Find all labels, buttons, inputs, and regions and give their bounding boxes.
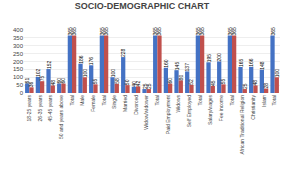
svg-text:60: 60 — [60, 78, 66, 84]
svg-text:75: 75 — [39, 75, 45, 81]
svg-text:365: 365 — [195, 27, 201, 36]
svg-text:137: 137 — [184, 63, 190, 72]
svg-text:100: 100 — [110, 69, 116, 78]
svg-text:200: 200 — [13, 59, 24, 65]
svg-text:SOCIO-DEMOGRAPHIC CHART: SOCIO-DEMOGRAPHIC CHART — [75, 1, 210, 11]
svg-text:36: 36 — [28, 82, 34, 88]
svg-text:Fee income: Fee income — [218, 95, 224, 121]
svg-text:Married: Married — [122, 95, 128, 112]
svg-text:80: 80 — [178, 75, 184, 81]
svg-text:28: 28 — [263, 83, 269, 89]
svg-text:100: 100 — [13, 74, 24, 80]
svg-text:102: 102 — [35, 68, 41, 77]
svg-text:186: 186 — [78, 55, 84, 64]
svg-text:Widow/widower: Widow/widower — [143, 95, 149, 130]
svg-text:0: 0 — [20, 90, 24, 96]
svg-text:300: 300 — [13, 43, 24, 49]
svg-text:365: 365 — [67, 27, 73, 36]
svg-text:365: 365 — [99, 27, 105, 36]
svg-text:25: 25 — [242, 83, 248, 89]
svg-text:365: 365 — [71, 27, 77, 36]
svg-text:Divorced: Divorced — [133, 95, 139, 115]
svg-text:148: 148 — [259, 61, 265, 70]
svg-text:58: 58 — [114, 78, 120, 84]
svg-text:60: 60 — [167, 78, 173, 84]
svg-text:50: 50 — [124, 79, 130, 85]
svg-text:228: 228 — [120, 49, 126, 58]
svg-text:Total: Total — [101, 95, 107, 106]
svg-text:200: 200 — [216, 53, 222, 62]
svg-text:Islam: Islam — [261, 95, 267, 107]
svg-text:African Traditional Religion: African Traditional Religion — [239, 95, 245, 155]
svg-text:40: 40 — [131, 81, 137, 87]
svg-text:26-35 years: 26-35 years — [37, 95, 43, 122]
svg-text:45: 45 — [210, 80, 216, 86]
svg-text:Total: Total — [69, 95, 75, 106]
svg-text:50: 50 — [16, 82, 23, 88]
svg-text:100: 100 — [82, 69, 88, 78]
svg-text:48: 48 — [252, 80, 258, 86]
svg-text:165: 165 — [238, 58, 244, 67]
svg-text:25: 25 — [142, 83, 148, 89]
svg-text:Female: Female — [90, 95, 96, 112]
svg-text:160: 160 — [163, 59, 169, 68]
svg-text:Male: Male — [79, 95, 85, 106]
svg-text:195: 195 — [206, 54, 212, 63]
svg-text:145: 145 — [174, 62, 180, 71]
svg-text:60: 60 — [56, 78, 62, 84]
svg-text:350: 350 — [13, 35, 24, 41]
svg-text:Total: Total — [271, 95, 277, 106]
svg-text:Widows: Widows — [175, 95, 181, 113]
svg-text:365: 365 — [152, 27, 158, 36]
svg-text:Single: Single — [111, 95, 117, 109]
svg-text:25: 25 — [146, 83, 152, 89]
svg-text:Total: Total — [229, 95, 235, 106]
svg-text:48: 48 — [50, 80, 56, 86]
svg-text:55: 55 — [92, 79, 98, 85]
svg-text:365: 365 — [270, 27, 276, 36]
svg-text:50 and years above: 50 and years above — [58, 95, 64, 139]
svg-text:365: 365 — [231, 27, 237, 36]
svg-text:Paid Employment: Paid Employment — [165, 94, 171, 134]
svg-text:55: 55 — [220, 79, 226, 85]
svg-text:365: 365 — [199, 27, 205, 36]
svg-text:52: 52 — [188, 79, 194, 85]
svg-text:400: 400 — [13, 27, 24, 33]
svg-text:150: 150 — [13, 66, 24, 72]
svg-text:250: 250 — [13, 51, 24, 57]
svg-text:Christianity: Christianity — [250, 95, 256, 120]
svg-text:365: 365 — [103, 27, 109, 36]
svg-text:100: 100 — [274, 69, 280, 78]
svg-text:365: 365 — [227, 27, 233, 36]
svg-text:18-25 years: 18-25 years — [26, 95, 32, 122]
svg-text:Self Employed: Self Employed — [186, 95, 192, 127]
svg-text:42: 42 — [135, 81, 141, 87]
svg-text:Total: Total — [154, 95, 160, 106]
svg-text:45-45 years: 45-45 years — [47, 95, 53, 122]
svg-text:176: 176 — [88, 57, 94, 66]
svg-text:166: 166 — [248, 58, 254, 67]
svg-text:152: 152 — [46, 60, 52, 69]
svg-text:61: 61 — [24, 78, 30, 84]
svg-text:Total: Total — [197, 95, 203, 106]
svg-text:365: 365 — [156, 27, 162, 36]
svg-text:Salary/wages: Salary/wages — [207, 95, 213, 126]
